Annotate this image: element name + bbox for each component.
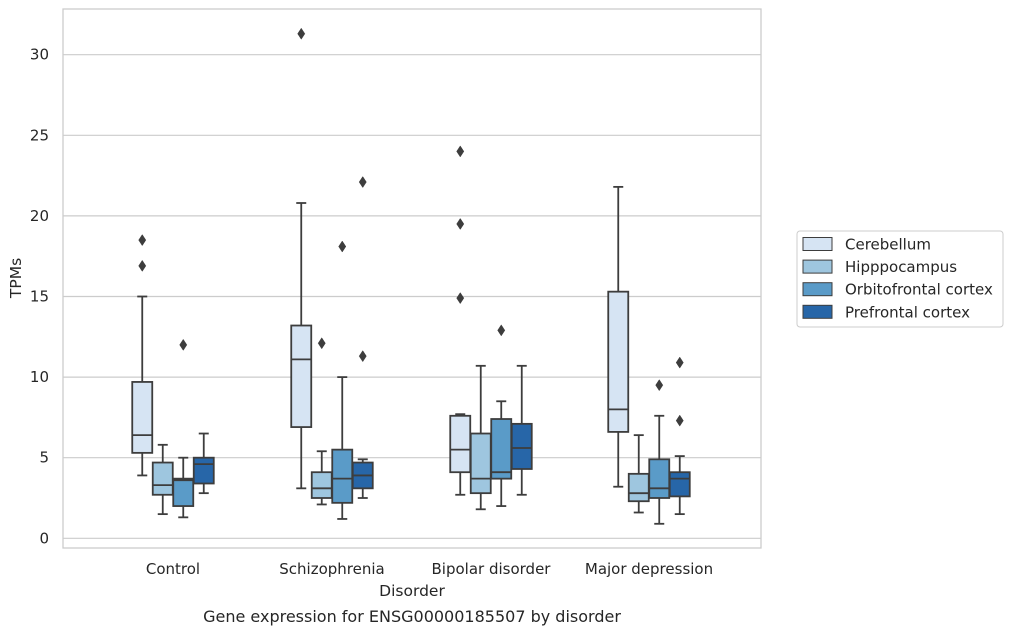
iqr-box [172,477,195,507]
legend-label-cerebellum: Cerebellum [845,236,931,254]
outlier-point-0 [456,292,465,305]
iqr-box [648,458,671,499]
legend-label-hipppocampus: Hipppocampus [845,258,957,276]
x-tick-labels: Control Schizophrenia Bipolar disorder Majo… [146,560,713,578]
chart-caption: Gene expression for ENSG00000185507 by d… [203,607,621,626]
outlier-point-0 [317,337,326,350]
box-control-orbitofrontal-cortex [172,338,195,519]
iqr-box [449,414,472,474]
iqr-box [310,471,333,499]
outlier-point-0 [138,259,147,272]
legend-label-prefrontal-cortex: Prefrontal cortex [845,303,970,321]
iqr-box [668,471,691,498]
y-tick-label-30: 30 [30,46,49,64]
box-bipolar-disorder-orbitofrontal-cortex [490,324,513,507]
legend-swatch-hipppocampus [802,259,833,274]
box-control-hipppocampus [151,443,174,516]
iqr-box [510,422,533,470]
outlier-point-1 [456,218,465,230]
outlier-point-0 [338,240,347,253]
outlier-point-0 [179,338,188,351]
y-tick-label-5: 5 [39,449,49,467]
y-tick-label-15: 15 [30,288,49,306]
legend-frame [796,230,1004,328]
box-layer [131,27,691,525]
iqr-box [290,324,313,428]
outlier-point-0 [297,27,306,40]
legend-swatch-orbitofrontal-cortex [802,282,833,297]
box-major-depression-prefrontal-cortex [668,356,691,516]
box-major-depression-hipppocampus [627,434,650,514]
box-schizophrenia-cerebellum [290,27,313,490]
box-major-depression-orbitofrontal-cortex [648,379,671,525]
box-control-cerebellum [131,234,154,477]
box-bipolar-disorder-hipppocampus [469,364,492,511]
box-schizophrenia-prefrontal-cortex [351,176,374,499]
outlier-point-1 [675,356,684,369]
box-schizophrenia-hipppocampus [310,337,333,506]
iqr-box [490,418,513,480]
y-tick-label-10: 10 [30,368,49,386]
box-bipolar-disorder-prefrontal-cortex [510,364,533,496]
legend-swatch-cerebellum [802,237,833,251]
x-tick-label-control: Control [146,560,200,578]
box-control-prefrontal-cortex [192,432,215,495]
box-schizophrenia-orbitofrontal-cortex [331,240,354,520]
x-tick-label-bipolar-disorder: Bipolar disorder [432,560,552,578]
y-tick-label-20: 20 [30,207,49,225]
outlier-point-2 [456,145,465,158]
iqr-box [192,456,215,485]
legend-swatch-prefrontal-cortex [802,304,833,319]
iqr-box [131,381,154,454]
outlier-point-1 [138,234,147,247]
x-tick-label-schizophrenia: Schizophrenia [279,560,384,578]
x-tick-label-major-depression: Major depression [585,560,713,578]
box-major-depression-cerebellum [607,185,630,488]
iqr-box [627,472,650,503]
outlier-point-1 [358,176,367,189]
outlier-point-0 [655,379,664,392]
y-tick-label-0: 0 [39,529,49,547]
y-tick-label-25: 25 [30,126,49,144]
x-axis-title: Disorder [379,582,445,600]
iqr-box [151,461,174,496]
box-bipolar-disorder-cerebellum [449,145,472,496]
outlier-point-0 [675,414,684,427]
y-tick-labels: 0 5 10 15 20 25 30 [30,46,49,548]
outlier-point-0 [497,324,506,337]
outlier-point-0 [358,350,367,363]
y-axis-title: TPMs [7,258,25,299]
iqr-box [469,432,492,495]
plot-area-frame [62,8,762,549]
legend-label-orbitofrontal-cortex: Orbitofrontal cortex [845,281,993,299]
iqr-box [331,448,354,504]
legend: Cerebellum Hipppocampus Orbitofrontal cort… [796,230,1004,328]
iqr-box [607,290,630,433]
